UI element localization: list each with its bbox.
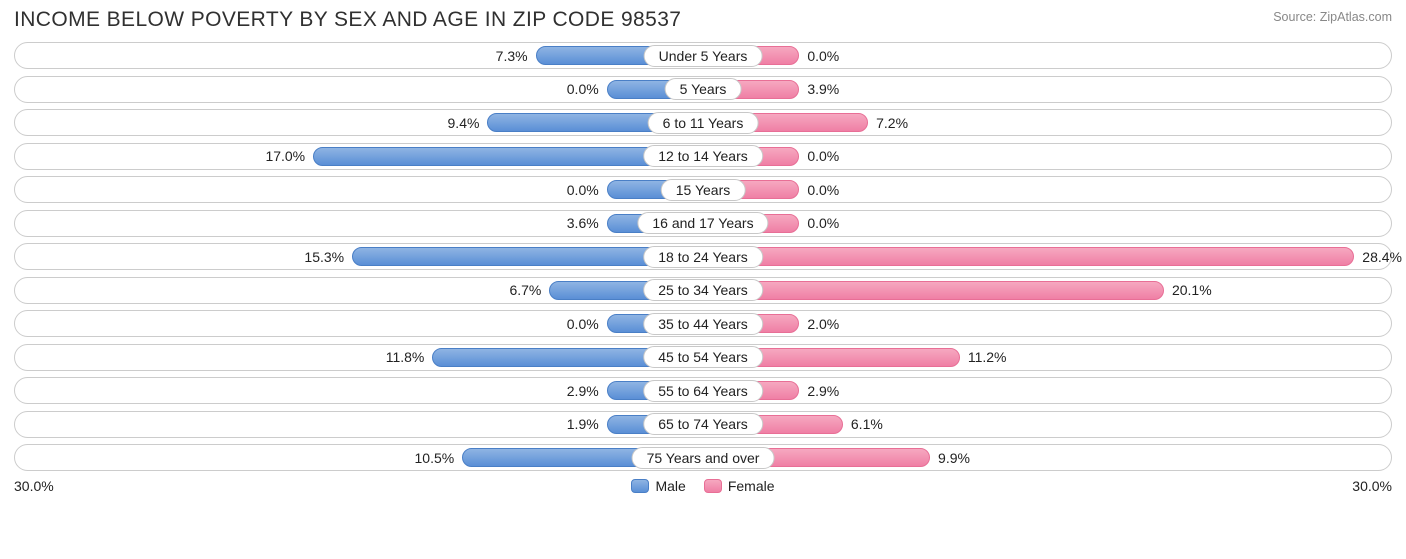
chart-row: 0.0% 0.0% 15 Years — [14, 176, 1392, 203]
value-label-female: 3.9% — [807, 77, 839, 102]
category-label: 75 Years and over — [632, 447, 775, 469]
value-label-male: 11.8% — [386, 345, 425, 370]
legend-swatch-male — [631, 479, 649, 493]
value-label-male: 0.0% — [567, 77, 599, 102]
value-label-female: 9.9% — [938, 445, 970, 470]
value-label-female: 0.0% — [807, 144, 839, 169]
legend-male: Male — [631, 478, 685, 494]
chart-row: 0.0% 2.0% 35 to 44 Years — [14, 310, 1392, 337]
legend: Male Female — [631, 478, 774, 494]
value-label-female: 2.0% — [807, 311, 839, 336]
value-label-female: 0.0% — [807, 177, 839, 202]
value-label-male: 15.3% — [304, 244, 344, 269]
value-label-male: 3.6% — [567, 211, 599, 236]
value-label-female: 6.1% — [851, 412, 883, 437]
legend-female: Female — [704, 478, 775, 494]
axis-right-label: 30.0% — [1352, 478, 1392, 494]
category-label: 15 Years — [661, 179, 746, 201]
chart-row: 7.3% 0.0% Under 5 Years — [14, 42, 1392, 69]
chart-row: 10.5% 9.9% 75 Years and over — [14, 444, 1392, 471]
chart-rows: 7.3% 0.0% Under 5 Years 0.0% 3.9% 5 Years 9.4%… — [14, 42, 1392, 471]
category-label: 16 and 17 Years — [637, 212, 768, 234]
category-label: 12 to 14 Years — [643, 145, 763, 167]
legend-swatch-female — [704, 479, 722, 493]
value-label-female: 7.2% — [876, 110, 908, 135]
category-label: 25 to 34 Years — [643, 279, 763, 301]
category-label: 55 to 64 Years — [643, 380, 763, 402]
bar-female — [703, 247, 1354, 266]
value-label-male: 9.4% — [448, 110, 480, 135]
category-label: Under 5 Years — [644, 45, 763, 67]
value-label-male: 17.0% — [265, 144, 305, 169]
value-label-male: 6.7% — [509, 278, 541, 303]
category-label: 5 Years — [665, 78, 742, 100]
chart-row: 17.0% 0.0% 12 to 14 Years — [14, 143, 1392, 170]
value-label-female: 2.9% — [807, 378, 839, 403]
chart-row: 1.9% 6.1% 65 to 74 Years — [14, 411, 1392, 438]
value-label-male: 0.0% — [567, 177, 599, 202]
axis-left-label: 30.0% — [14, 478, 54, 494]
value-label-male: 0.0% — [567, 311, 599, 336]
chart-header: INCOME BELOW POVERTY BY SEX AND AGE IN Z… — [14, 8, 1392, 32]
value-label-female: 28.4% — [1362, 244, 1402, 269]
value-label-male: 7.3% — [496, 43, 528, 68]
legend-label-female: Female — [728, 478, 775, 494]
legend-label-male: Male — [655, 478, 685, 494]
category-label: 35 to 44 Years — [643, 313, 763, 335]
category-label: 45 to 54 Years — [643, 346, 763, 368]
value-label-male: 10.5% — [415, 445, 455, 470]
chart-row: 15.3%28.4%18 to 24 Years — [14, 243, 1392, 270]
chart-row: 9.4% 7.2% 6 to 11 Years — [14, 109, 1392, 136]
value-label-female: 0.0% — [807, 211, 839, 236]
chart-row: 3.6% 0.0% 16 and 17 Years — [14, 210, 1392, 237]
chart-footer: 30.0% Male Female 30.0% — [14, 478, 1392, 494]
chart-container: INCOME BELOW POVERTY BY SEX AND AGE IN Z… — [0, 0, 1406, 559]
value-label-male: 2.9% — [567, 378, 599, 403]
value-label-male: 1.9% — [567, 412, 599, 437]
chart-title: INCOME BELOW POVERTY BY SEX AND AGE IN Z… — [14, 8, 681, 32]
value-label-female: 11.2% — [968, 345, 1007, 370]
chart-row: 0.0% 3.9% 5 Years — [14, 76, 1392, 103]
category-label: 65 to 74 Years — [643, 413, 763, 435]
value-label-female: 0.0% — [807, 43, 839, 68]
chart-source: Source: ZipAtlas.com — [1273, 10, 1392, 24]
category-label: 6 to 11 Years — [648, 112, 759, 134]
bar-female — [703, 281, 1164, 300]
chart-row: 2.9% 2.9% 55 to 64 Years — [14, 377, 1392, 404]
category-label: 18 to 24 Years — [643, 246, 763, 268]
chart-row: 11.8% 11.2% 45 to 54 Years — [14, 344, 1392, 371]
chart-row: 6.7% 20.1% 25 to 34 Years — [14, 277, 1392, 304]
value-label-female: 20.1% — [1172, 278, 1212, 303]
